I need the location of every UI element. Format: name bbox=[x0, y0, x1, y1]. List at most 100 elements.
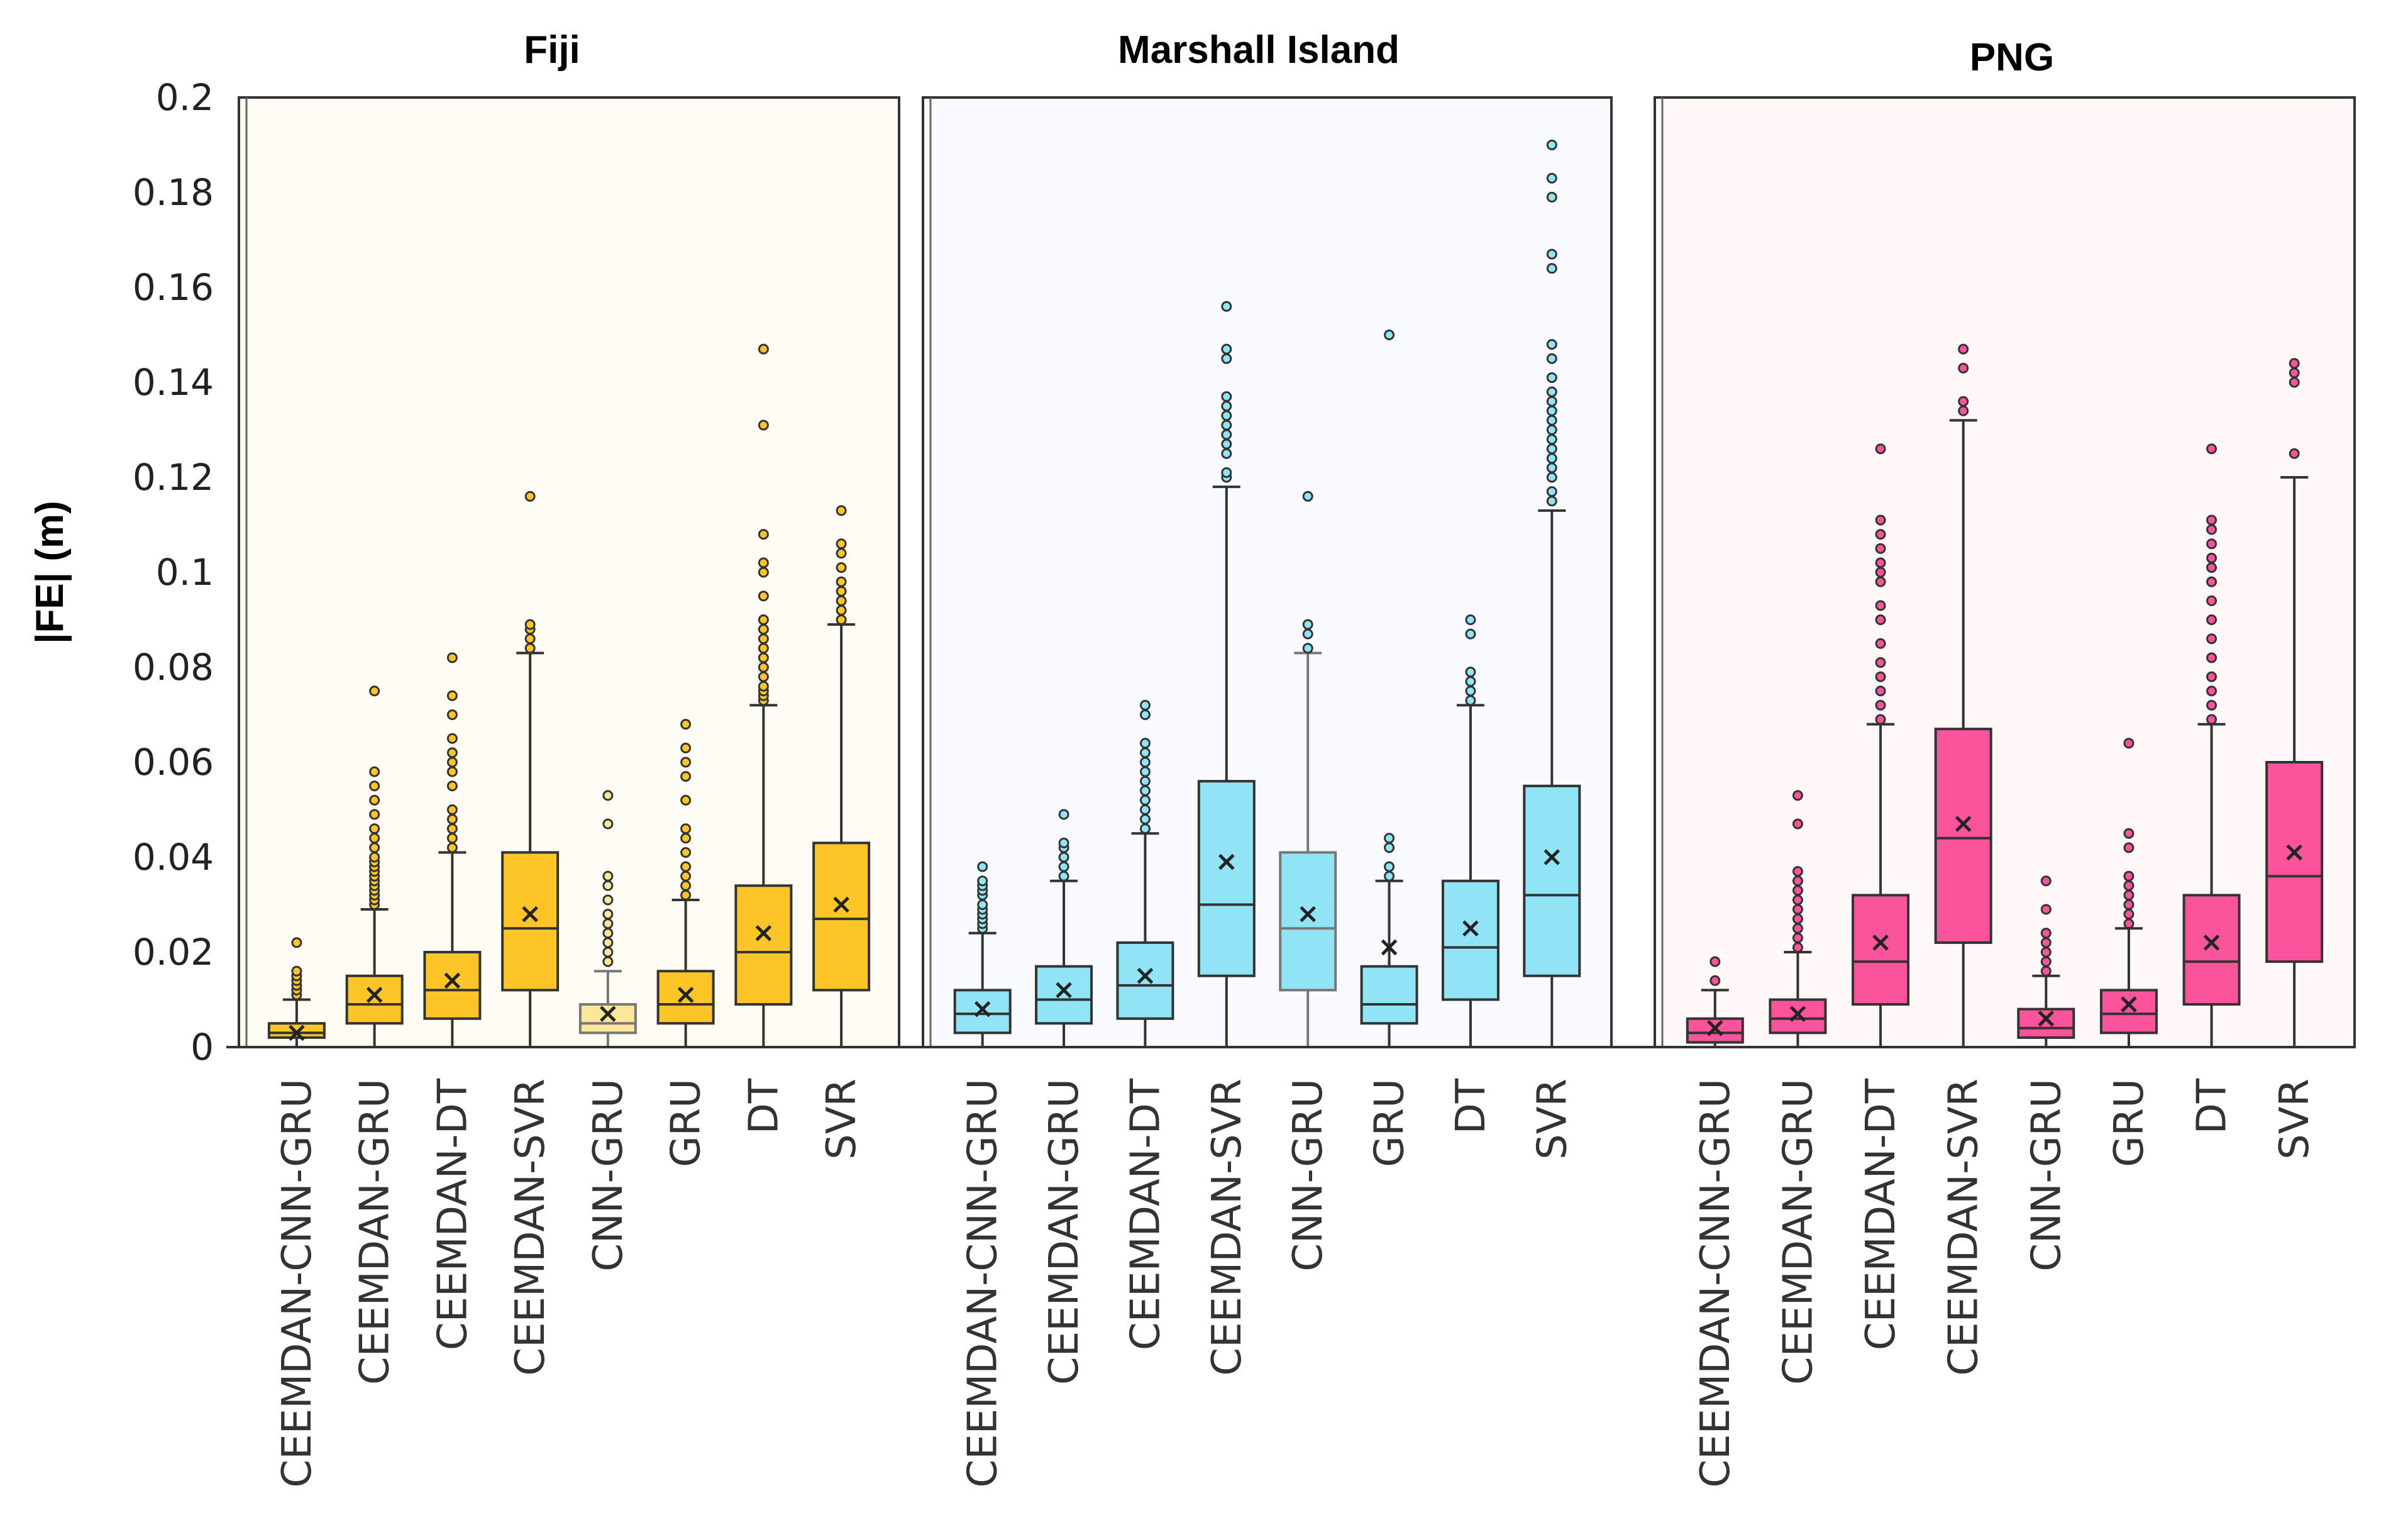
outlier-point bbox=[1139, 775, 1151, 787]
outlier-point bbox=[1792, 904, 1803, 915]
outlier-point bbox=[1302, 491, 1313, 502]
outlier-point bbox=[1221, 401, 1232, 412]
outlier-point bbox=[369, 809, 380, 820]
outlier-point bbox=[1709, 956, 1721, 967]
box-dt: DT bbox=[2182, 443, 2241, 1134]
outlier-point bbox=[1792, 875, 1803, 887]
outlier-point bbox=[524, 491, 536, 502]
outlier-point bbox=[758, 529, 769, 540]
outlier-point bbox=[1546, 140, 1557, 150]
outlier-point bbox=[2123, 899, 2135, 910]
plot-area: |FE| (m) 0 0.02 0.04 0.06 0.08 0.1 0.12 0.14 0.16… bbox=[28, 28, 2356, 1487]
outlier-point bbox=[2040, 904, 2052, 915]
mean-marker bbox=[1300, 906, 1316, 923]
outlier-point bbox=[1875, 543, 1886, 554]
outlier-point bbox=[2040, 937, 2052, 948]
box-gru: GRU bbox=[1360, 330, 1418, 1167]
iqr-box bbox=[1116, 941, 1174, 1020]
outlier-point bbox=[1546, 472, 1557, 483]
outlier-point bbox=[2040, 956, 2052, 967]
iqr-box bbox=[812, 841, 871, 992]
outlier-point bbox=[1384, 870, 1395, 882]
outlier-point bbox=[1221, 419, 1232, 431]
outlier-point bbox=[369, 852, 380, 863]
x-tick-label: SVR bbox=[2272, 1079, 2318, 1160]
outlier-point bbox=[1058, 861, 1069, 872]
y-tick-label: 0.04 bbox=[133, 836, 214, 879]
outlier-point bbox=[1875, 657, 1886, 668]
outlier-point bbox=[680, 742, 692, 753]
x-tick-label: SVR bbox=[1529, 1079, 1576, 1160]
x-tick-label: GRU bbox=[1367, 1079, 1413, 1167]
outlier-point bbox=[1546, 496, 1557, 507]
outlier-point bbox=[1875, 685, 1886, 697]
mean-marker bbox=[2038, 1010, 2055, 1027]
outlier-point bbox=[602, 880, 614, 891]
outlier-point bbox=[446, 833, 458, 844]
outlier-point bbox=[1875, 699, 1886, 711]
outlier-point bbox=[1384, 330, 1395, 340]
outlier-point bbox=[369, 833, 380, 844]
outlier-point bbox=[1221, 301, 1232, 312]
outlier-point bbox=[2206, 671, 2217, 682]
outlier-point bbox=[602, 894, 614, 906]
y-tick-label: 0.08 bbox=[133, 646, 214, 689]
outlier-point bbox=[1792, 790, 1803, 801]
outlier-point bbox=[836, 538, 847, 550]
mean-marker bbox=[755, 925, 772, 941]
iqr-box bbox=[1279, 851, 1337, 992]
outlier-point bbox=[446, 814, 458, 825]
outlier-point bbox=[446, 652, 458, 663]
mean-marker bbox=[1381, 939, 1398, 956]
outlier-point bbox=[1465, 628, 1476, 640]
outlier-point bbox=[758, 680, 769, 692]
outlier-point bbox=[1875, 443, 1886, 455]
outlier-point bbox=[1465, 614, 1476, 625]
outlier-point bbox=[2206, 595, 2217, 606]
y-tick-label: 0 bbox=[191, 1026, 214, 1068]
outlier-point bbox=[680, 870, 692, 882]
outlier-point bbox=[1546, 462, 1557, 474]
outlier-point bbox=[1546, 414, 1557, 426]
outlier-point bbox=[1384, 842, 1395, 853]
x-tick-label: CEEMDAN-GRU bbox=[352, 1079, 399, 1385]
outlier-point bbox=[446, 780, 458, 792]
mean-marker bbox=[522, 906, 538, 923]
outlier-point bbox=[1875, 638, 1886, 649]
outlier-point bbox=[1792, 941, 1803, 953]
panel-title: Marshall Island bbox=[1118, 28, 1400, 72]
outlier-point bbox=[758, 419, 769, 431]
iqr-box bbox=[501, 851, 560, 992]
outlier-point bbox=[524, 633, 536, 645]
x-tick-label: CNN-GRU bbox=[1285, 1079, 1332, 1272]
outlier-point bbox=[758, 591, 769, 602]
outlier-point bbox=[680, 771, 692, 782]
outlier-point bbox=[2289, 367, 2300, 379]
y-tick-label: 0.12 bbox=[133, 456, 214, 499]
mean-marker bbox=[289, 1024, 305, 1041]
box-ceemdan-cnn-gru: CEEMDAN-CNN-GRU bbox=[953, 861, 1012, 1487]
outlier-point bbox=[836, 614, 847, 625]
outlier-point bbox=[1058, 852, 1069, 863]
outlier-point bbox=[1546, 486, 1557, 497]
outlier-point bbox=[602, 918, 614, 929]
outlier-point bbox=[1139, 709, 1151, 720]
outlier-point bbox=[1792, 818, 1803, 830]
box-cnn-gru: CNN-GRU bbox=[578, 790, 637, 1272]
outlier-point bbox=[836, 604, 847, 616]
outlier-point bbox=[446, 709, 458, 720]
outlier-point bbox=[524, 643, 536, 654]
outlier-point bbox=[1058, 809, 1069, 820]
outlier-point bbox=[977, 899, 988, 910]
iqr-box bbox=[734, 884, 793, 1006]
outlier-point bbox=[1221, 353, 1232, 364]
outlier-point bbox=[1139, 699, 1151, 711]
outlier-point bbox=[1958, 343, 1969, 355]
outlier-point bbox=[2206, 652, 2217, 663]
outlier-point bbox=[1546, 453, 1557, 464]
box-cnn-gru: CNN-GRU bbox=[2017, 875, 2075, 1272]
outlier-point bbox=[602, 790, 614, 801]
outlier-point bbox=[1546, 172, 1557, 184]
outlier-point bbox=[1546, 386, 1557, 397]
